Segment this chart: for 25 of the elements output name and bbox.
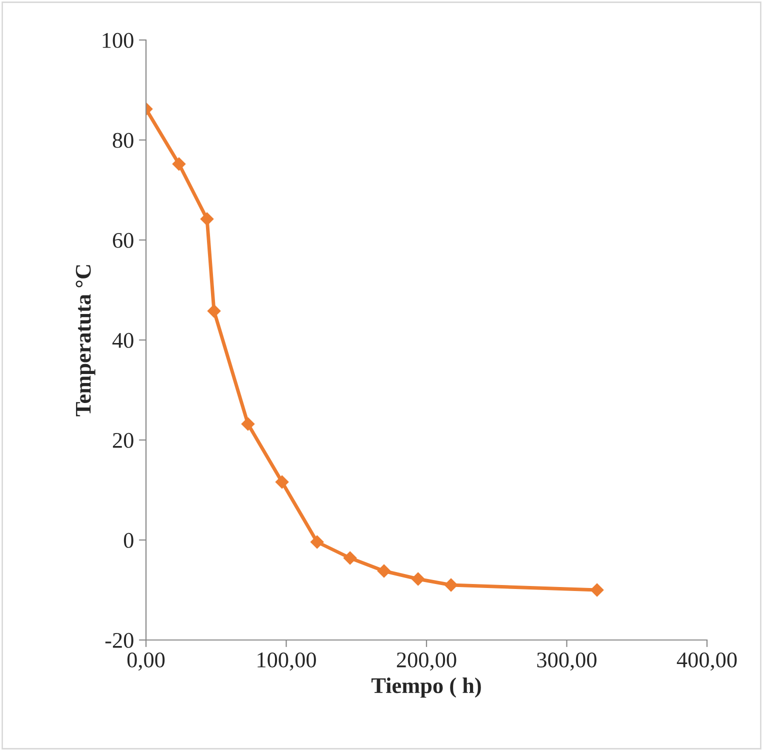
- x-axis-title: Tiempo ( h): [371, 678, 481, 698]
- point: [377, 564, 391, 578]
- point: [275, 475, 289, 489]
- y-tick-label: 60: [112, 232, 134, 248]
- y-tick-label: 40: [112, 332, 134, 348]
- point: [172, 157, 186, 171]
- point: [207, 304, 221, 318]
- x-tick-label: 200,00: [396, 652, 456, 671]
- point: [200, 212, 214, 226]
- y-tick-label: 20: [112, 432, 134, 448]
- point: [343, 551, 357, 565]
- y-tick-label: 100: [102, 32, 134, 48]
- x-tick-label: 100,00: [258, 652, 316, 671]
- y-tick-label: -20: [105, 632, 134, 648]
- y-tick-label: 80: [112, 132, 134, 148]
- y-axis-title: Temperatuta °C: [76, 265, 96, 416]
- point: [411, 572, 425, 586]
- x-tick-label: 300,00: [537, 652, 596, 671]
- point: [241, 417, 255, 431]
- y-tick-label: 0: [124, 532, 134, 548]
- point: [310, 535, 324, 549]
- x-tick-label: 400,00: [676, 652, 737, 671]
- x-tick-label: 0,00: [127, 652, 165, 671]
- point: [444, 578, 458, 592]
- point: [590, 583, 604, 597]
